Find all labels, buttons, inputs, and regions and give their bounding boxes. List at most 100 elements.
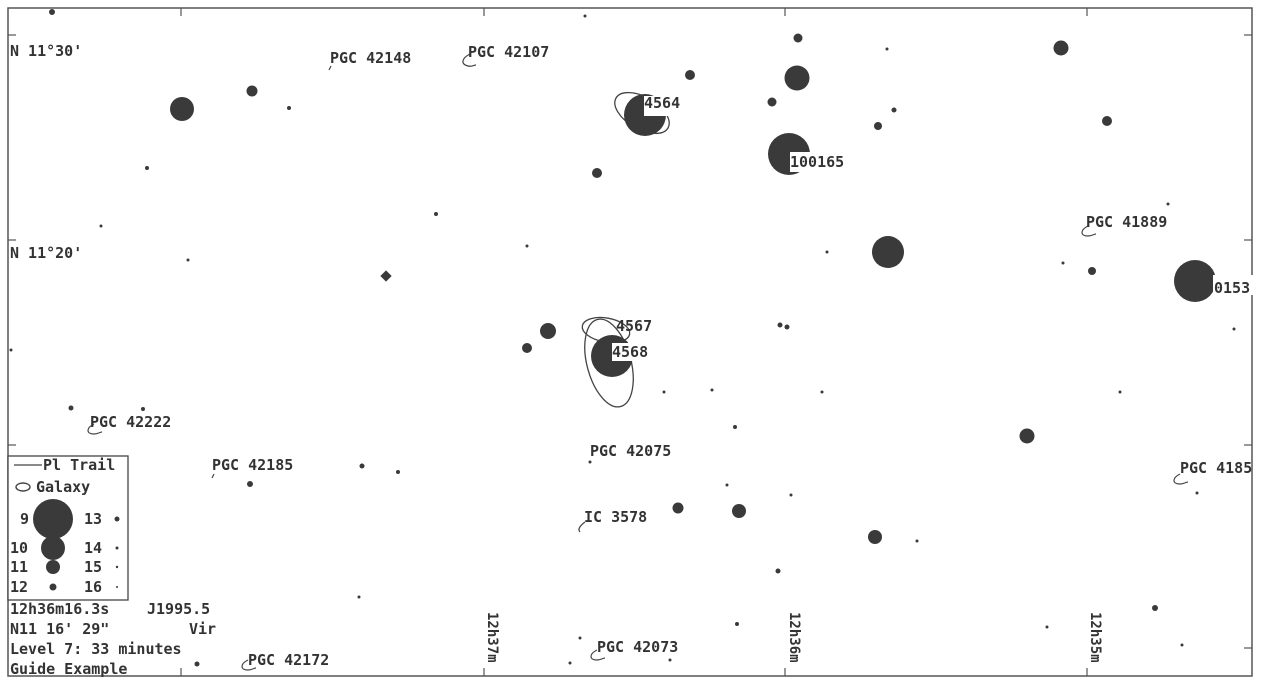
star bbox=[733, 425, 737, 429]
legend-mag-14: 14 bbox=[84, 539, 102, 557]
star bbox=[793, 33, 803, 43]
info-title: Guide Example bbox=[10, 660, 127, 678]
star bbox=[874, 122, 882, 130]
galaxy-100165 bbox=[768, 133, 850, 175]
star bbox=[735, 622, 739, 626]
star bbox=[540, 323, 556, 339]
chart-frame bbox=[7, 7, 1253, 677]
star bbox=[784, 324, 790, 330]
star bbox=[525, 244, 529, 248]
label-pgc42148: PGC 42148 bbox=[330, 49, 411, 67]
galaxy-ngc4564 bbox=[614, 91, 672, 136]
star bbox=[145, 166, 149, 170]
star bbox=[1045, 625, 1049, 629]
legend-mag-13: 13 bbox=[84, 510, 102, 528]
ra-label-12h35m: 12h35m bbox=[1087, 612, 1103, 663]
star bbox=[246, 85, 258, 97]
legend-mag-15: 15 bbox=[84, 558, 102, 576]
star bbox=[662, 390, 666, 394]
star bbox=[1102, 116, 1112, 126]
star bbox=[583, 14, 587, 18]
star bbox=[777, 322, 783, 328]
star bbox=[685, 70, 695, 80]
star bbox=[170, 97, 194, 121]
star bbox=[434, 212, 438, 216]
galaxy-hooks bbox=[87, 53, 1189, 671]
star bbox=[891, 107, 897, 113]
star bbox=[668, 658, 672, 662]
star bbox=[9, 348, 13, 352]
star bbox=[872, 236, 904, 268]
label-ic3578: IC 3578 bbox=[584, 508, 647, 526]
info-block: 12h36m16.3s J1995.5 N11 16' 29" Vir Leve… bbox=[10, 600, 216, 678]
border-ticks bbox=[8, 8, 1252, 676]
star bbox=[1195, 491, 1199, 495]
ra-label-12h36m: 12h36m bbox=[786, 612, 802, 663]
label-ngc4568: 4568 bbox=[612, 343, 648, 361]
star bbox=[1019, 428, 1035, 444]
label-pgc42107: PGC 42107 bbox=[468, 43, 549, 61]
star bbox=[1152, 605, 1158, 611]
star bbox=[1088, 267, 1096, 275]
star bbox=[380, 270, 392, 282]
label-pgc42073: PGC 42073 bbox=[597, 638, 678, 656]
star bbox=[767, 97, 777, 107]
star bbox=[99, 224, 103, 228]
star bbox=[1180, 643, 1184, 647]
legend: Pl Trail Galaxy 9 13 10 14 11 15 12 16 bbox=[7, 455, 129, 601]
star bbox=[568, 661, 572, 665]
label-pgc42185: PGC 42185 bbox=[212, 456, 293, 474]
dec-label-1120: N 11°20' bbox=[10, 244, 82, 262]
info-level: Level 7: 33 minutes bbox=[10, 640, 182, 658]
star bbox=[732, 504, 746, 518]
star bbox=[672, 502, 684, 514]
label-pgc42075: PGC 42075 bbox=[590, 442, 671, 460]
star bbox=[820, 390, 824, 394]
label-pgc4185: PGC 4185 bbox=[1180, 459, 1252, 477]
ra-label-12h37m: 12h37m bbox=[484, 612, 500, 663]
star bbox=[725, 483, 729, 487]
star bbox=[789, 493, 793, 497]
legend-galaxy: Galaxy bbox=[36, 478, 90, 496]
stars bbox=[9, 9, 1236, 667]
star bbox=[915, 539, 919, 543]
star bbox=[522, 343, 532, 353]
star bbox=[592, 168, 602, 178]
galaxy-ngc4567-4568 bbox=[581, 316, 648, 408]
star bbox=[1166, 202, 1170, 206]
legend-mag-9: 9 bbox=[20, 510, 29, 528]
legend-mag-12: 12 bbox=[10, 578, 28, 596]
star bbox=[1232, 327, 1236, 331]
star bbox=[885, 47, 889, 51]
label-pgc42172: PGC 42172 bbox=[248, 651, 329, 669]
info-epoch: J1995.5 bbox=[147, 600, 210, 618]
legend-mag-10: 10 bbox=[10, 539, 28, 557]
star bbox=[68, 405, 74, 411]
star bbox=[49, 9, 55, 15]
info-dec: N11 16' 29" bbox=[10, 620, 109, 638]
star bbox=[194, 661, 200, 667]
info-ra: 12h36m16.3s bbox=[10, 600, 109, 618]
label-0153: 0153 bbox=[1214, 279, 1250, 297]
star bbox=[1118, 390, 1122, 394]
legend-mag-16: 16 bbox=[84, 578, 102, 596]
label-pgc41889: PGC 41889 bbox=[1086, 213, 1167, 231]
star bbox=[247, 481, 253, 487]
info-constellation: Vir bbox=[189, 620, 216, 638]
star bbox=[588, 460, 592, 464]
star bbox=[1053, 40, 1069, 56]
star bbox=[784, 65, 810, 91]
star bbox=[287, 106, 291, 110]
star bbox=[186, 258, 190, 262]
dec-label-1130: N 11°30' bbox=[10, 42, 82, 60]
star bbox=[357, 595, 361, 599]
star bbox=[359, 463, 365, 469]
label-ngc4564: 4564 bbox=[644, 94, 680, 112]
star bbox=[710, 388, 714, 392]
star bbox=[868, 530, 882, 544]
legend-mag-11: 11 bbox=[10, 558, 28, 576]
star bbox=[396, 470, 400, 474]
star bbox=[1174, 260, 1216, 302]
star bbox=[578, 636, 582, 640]
